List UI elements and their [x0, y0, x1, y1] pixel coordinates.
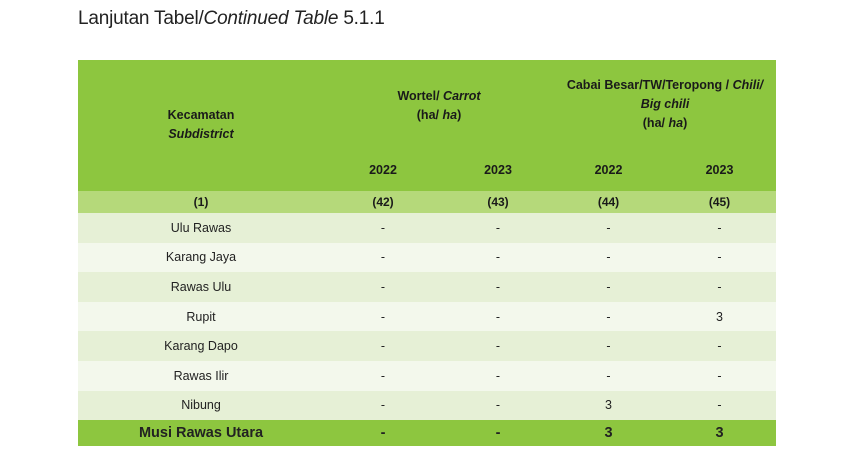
total-label: Musi Rawas Utara: [138, 425, 264, 442]
row-value: -: [380, 398, 386, 413]
colnum-42: (42): [372, 195, 394, 209]
table-row: Nibung - - 3 -: [78, 390, 776, 421]
row-value: -: [606, 309, 611, 324]
table-row: Rupit - - - 3: [78, 301, 776, 332]
subdistrict-header: Kecamatan Subdistrict: [167, 108, 235, 141]
table-header: Kecamatan Subdistrict Wortel/ Carrot (ha…: [78, 60, 776, 191]
row-value: -: [717, 279, 722, 294]
row-value: -: [380, 220, 386, 235]
colnum-44: (44): [597, 195, 620, 209]
row-value: -: [495, 368, 501, 383]
carrot-header: Wortel/ Carrot (ha/ ha): [397, 89, 481, 122]
row-value: -: [380, 339, 386, 354]
colnum-43: (43): [487, 195, 509, 209]
colnum-1: (1): [193, 195, 209, 209]
row-value: -: [495, 279, 501, 294]
row-subdistrict: Karang Jaya: [165, 250, 237, 265]
row-subdistrict: Nibung: [181, 398, 221, 413]
row-subdistrict: Karang Dapo: [164, 339, 238, 354]
row-value: -: [606, 368, 611, 383]
row-value: -: [717, 250, 722, 265]
row-value: -: [717, 368, 722, 383]
row-value: -: [606, 220, 611, 235]
total-value: -: [495, 425, 501, 442]
column-number-row: (1) (42) (43) (44) (45): [78, 191, 776, 213]
row-subdistrict: Rupit: [186, 309, 216, 324]
row-subdistrict: Rawas Ulu: [170, 279, 232, 294]
row-value: -: [495, 220, 501, 235]
row-value: -: [606, 339, 611, 354]
row-value: 3: [605, 398, 612, 413]
row-value: -: [606, 279, 611, 294]
row-value: -: [606, 250, 611, 265]
year-header-carrot-2023: 2023: [484, 163, 512, 177]
row-subdistrict: Rawas Ilir: [173, 368, 229, 383]
total-value: 3: [604, 425, 613, 442]
row-value: -: [380, 368, 386, 383]
row-subdistrict: Ulu Rawas: [170, 220, 232, 235]
row-value: -: [495, 309, 501, 324]
table-row: Karang Jaya - - - -: [78, 242, 776, 273]
row-value: -: [717, 339, 722, 354]
row-value: 3: [716, 309, 723, 324]
year-header-carrot-2022: 2022: [369, 163, 397, 177]
table-row: Karang Dapo - - - -: [78, 331, 776, 361]
table-row: Ulu Rawas - - - -: [78, 213, 776, 243]
data-table: Kecamatan Subdistrict Wortel/ Carrot (ha…: [78, 60, 776, 447]
row-value: -: [380, 250, 386, 265]
row-value: -: [380, 279, 386, 294]
chili-header: Cabai Besar/TW/Teropong / Chili/ Big chi…: [566, 78, 764, 130]
total-value: -: [380, 425, 386, 442]
total-value: 3: [715, 425, 724, 442]
table-row: Rawas Ulu - - - -: [78, 272, 776, 302]
table-title: Lanjutan Tabel/Continued Table 5.1.1: [78, 8, 385, 29]
row-value: -: [495, 339, 501, 354]
year-header-chili-2023: 2023: [705, 163, 734, 177]
table-row: Rawas Ilir - - - -: [78, 360, 776, 391]
year-header-chili-2022: 2022: [594, 163, 623, 177]
row-value: -: [717, 398, 722, 413]
row-value: -: [380, 309, 386, 324]
colnum-45: (45): [708, 195, 731, 209]
row-value: -: [717, 220, 722, 235]
row-value: -: [495, 250, 501, 265]
total-row: Musi Rawas Utara - - 3 3: [78, 420, 776, 447]
row-value: -: [495, 398, 501, 413]
